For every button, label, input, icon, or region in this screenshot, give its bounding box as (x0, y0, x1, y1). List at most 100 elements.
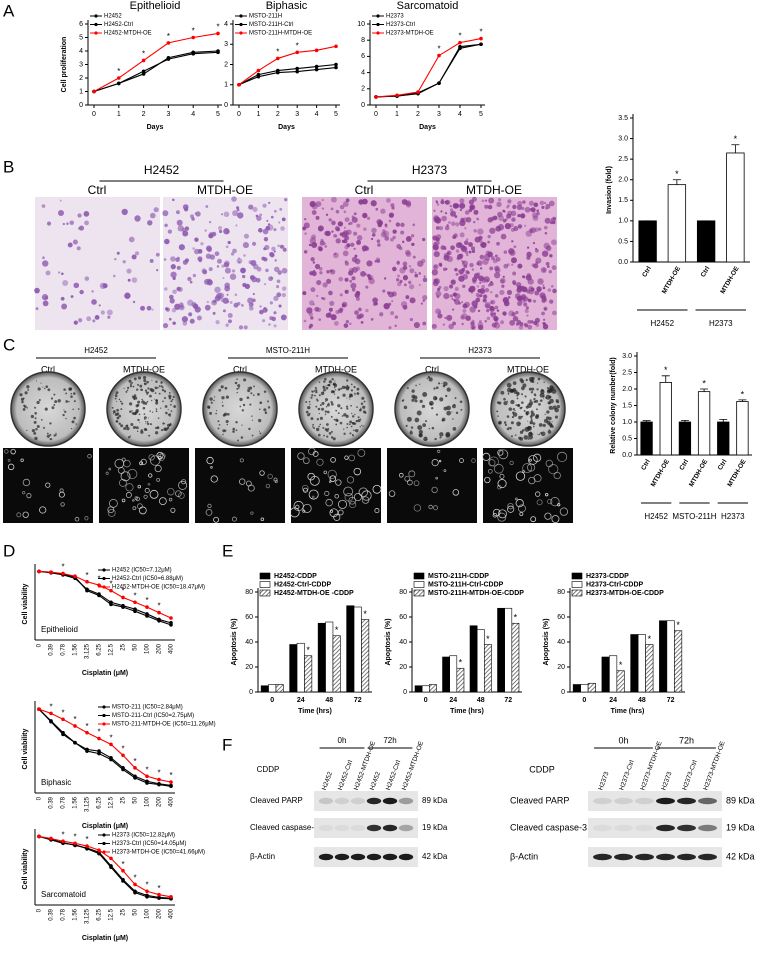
cell (510, 210, 517, 217)
cell (487, 240, 490, 244)
cell (348, 270, 354, 276)
x-tick-label: 48 (325, 697, 333, 704)
x-tick-label: 25 (121, 908, 127, 915)
data-point (314, 64, 319, 69)
cell (476, 260, 483, 266)
legend-label: H2452 (IC50=7.12μM) (112, 568, 172, 574)
colony (164, 405, 168, 408)
x-tick-label: 100 (145, 908, 151, 919)
data-point (141, 72, 146, 76)
cell (316, 280, 322, 286)
cell (267, 223, 271, 226)
x-axis-label: Time (hrs) (450, 708, 484, 715)
band (635, 824, 654, 832)
colony (528, 455, 538, 465)
image-condition-label: MTDH-OE (507, 364, 549, 374)
colony (348, 500, 357, 509)
cell (343, 210, 347, 213)
cell (181, 316, 188, 323)
significance-star: * (133, 757, 136, 766)
cell (490, 299, 496, 305)
cell (333, 234, 337, 238)
cell (519, 295, 524, 301)
colony (114, 412, 118, 417)
data-point (256, 68, 261, 73)
x-tick-label: 5 (479, 111, 483, 118)
size-label: 42 kDa (422, 852, 448, 861)
colony (524, 395, 527, 398)
band (382, 824, 398, 832)
legend-label: H2373-MTDH-OE-CDDP (586, 590, 664, 597)
bar (346, 605, 355, 693)
cell (229, 273, 237, 280)
cell (455, 242, 462, 249)
cell (351, 215, 355, 219)
colony (538, 423, 543, 427)
legend-marker (102, 841, 106, 846)
error-bar (680, 419, 689, 422)
cell (477, 289, 482, 293)
cell (384, 223, 388, 227)
cell (390, 203, 395, 208)
cell (334, 321, 339, 326)
cell (229, 301, 233, 305)
cell (526, 314, 529, 317)
colony (131, 410, 133, 412)
data-point (145, 774, 149, 779)
colony (516, 391, 520, 396)
data-point (295, 50, 300, 55)
cell (510, 227, 515, 232)
cell (84, 276, 90, 281)
cell (462, 303, 468, 309)
y-tick-label: 2.5 (622, 369, 632, 376)
cell (242, 242, 249, 249)
colony (260, 517, 265, 521)
cell (59, 199, 62, 202)
colony (178, 480, 188, 490)
cell (191, 302, 197, 308)
cell (146, 305, 152, 311)
colony (165, 411, 168, 415)
bar (421, 685, 430, 693)
cell (497, 224, 505, 231)
colony (22, 490, 26, 495)
cell (248, 306, 254, 311)
colony (267, 406, 271, 409)
series-line (375, 38, 482, 98)
cell (400, 301, 408, 308)
cell (165, 307, 169, 311)
cell (322, 282, 328, 288)
x-tick-label: 24 (297, 697, 305, 704)
colony (500, 390, 505, 395)
data-point (169, 894, 173, 899)
colony (68, 400, 70, 403)
colony (533, 474, 542, 483)
x-tick-label: 50 (133, 908, 139, 915)
significance-star: * (459, 658, 463, 668)
colony (55, 432, 57, 435)
cell (414, 271, 417, 274)
colony (423, 436, 428, 442)
colony (439, 436, 442, 439)
image-condition-label: Ctrl (233, 364, 247, 374)
cell (310, 287, 316, 293)
colony (178, 492, 185, 499)
colony (519, 512, 524, 516)
cell (488, 197, 495, 204)
cell (542, 284, 545, 287)
cell (371, 237, 374, 241)
colony (554, 415, 559, 419)
image-group-label: MSTO-211H (266, 346, 310, 355)
colony (374, 508, 380, 514)
blot-strip (588, 818, 722, 838)
data-point (395, 93, 399, 98)
cell (205, 205, 209, 208)
colony (53, 404, 56, 406)
cell (473, 221, 476, 224)
colony (144, 428, 148, 431)
colony (319, 404, 322, 407)
x-tick-label: 3 (295, 111, 299, 118)
colony (135, 496, 140, 502)
colony (232, 427, 236, 431)
cell (220, 213, 224, 216)
